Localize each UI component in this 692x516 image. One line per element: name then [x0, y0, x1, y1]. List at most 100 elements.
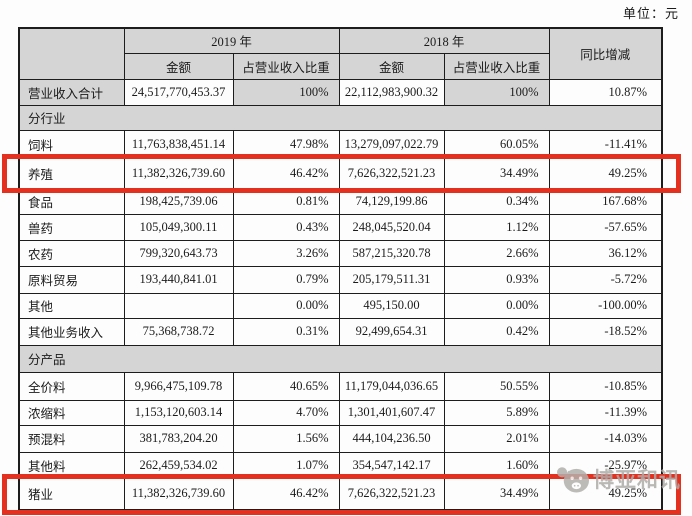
amount-2018: 74,129,199.86	[338, 187, 445, 215]
yoy-value: 49.25%	[548, 157, 663, 189]
amount-header-2019: 金额	[123, 52, 234, 80]
share-2019: 0.43%	[232, 213, 340, 241]
amount-2018: 7,626,322,521.23	[338, 157, 445, 189]
share-2019: 100%	[232, 78, 340, 106]
yoy-value: 10.87%	[548, 78, 663, 106]
row-label: 农药	[18, 239, 125, 267]
amount-2018: 444,104,236.50	[338, 424, 445, 453]
share-2018: 2.66%	[443, 239, 550, 267]
amount-2019: 381,783,204.20	[123, 424, 234, 453]
share-2018: 1.12%	[443, 213, 550, 241]
share-2018: 0.93%	[443, 265, 550, 294]
amount-2018: 205,179,511.31	[338, 265, 445, 294]
amount-2019: 9,966,475,109.78	[123, 371, 234, 401]
row-label: 预混料	[18, 424, 125, 453]
share-2018: 2.01%	[443, 424, 550, 453]
amount-2019: 193,440,841.01	[123, 265, 234, 294]
yoy-value: 167.68%	[548, 187, 663, 215]
row-label: 饲料	[18, 129, 125, 159]
share-2019: 3.26%	[232, 239, 340, 267]
share-2019: 0.81%	[232, 187, 340, 215]
table-row: 养殖 11,382,326,739.60 46.42% 7,626,322,521.2…	[18, 157, 663, 189]
amount-2018: 587,215,320.78	[338, 239, 445, 267]
share-header-2019: 占营业收入比重	[232, 52, 340, 80]
row-label: 猪业	[18, 477, 125, 511]
share-2018: 60.05%	[443, 129, 550, 159]
header-row-subcolumns: 金额 占营业收入比重 金额 占营业收入比重	[19, 52, 662, 80]
amount-2018: 495,150.00	[338, 292, 445, 319]
share-2018: 5.89%	[443, 399, 550, 426]
revenue-breakdown-table: 2019 年 2018 年 同比增减 金额 占营业收入比重 金额 占营业收入比重…	[18, 27, 664, 511]
share-2018: 0.42%	[443, 317, 550, 346]
row-label: 其他料	[18, 451, 125, 479]
amount-2018: 11,179,044,036.65	[338, 371, 445, 401]
yoy-value: -11.41%	[548, 129, 663, 159]
row-label: 全价料	[18, 371, 125, 401]
piglet-face-icon	[557, 467, 589, 493]
amount-2018: 354,547,142.17	[338, 451, 445, 479]
year-2018-header: 2018 年	[338, 27, 550, 54]
share-2018: 50.55%	[443, 371, 550, 401]
share-2018: 100%	[443, 78, 550, 106]
row-label: 营业收入合计	[18, 78, 125, 106]
yoy-header: 同比增减	[548, 27, 663, 80]
row-label: 其他	[18, 292, 125, 319]
share-2019: 0.00%	[232, 292, 340, 319]
table-row: 兽药 105,049,300.11 0.43% 248,045,520.04 1.12%…	[18, 213, 663, 241]
section-label: 分产品	[18, 344, 663, 373]
yoy-value: -11.39%	[548, 399, 663, 426]
table-row: 其他业务收入 75,368,738.72 0.31% 92,499,654.31 0.4…	[18, 317, 663, 346]
watermark-text: 博亚和讯	[593, 469, 681, 492]
amount-2019: 75,368,738.72	[123, 317, 234, 346]
section-label: 分行业	[18, 104, 663, 131]
amount-2019: 262,459,534.02	[123, 451, 234, 479]
row-label: 兽药	[18, 213, 125, 241]
table-row: 猪业 11,382,326,739.60 46.42% 7,626,322,521.2…	[18, 477, 663, 511]
amount-2018: 22,112,983,900.32	[338, 78, 445, 106]
amount-2019: 1,153,120,603.14	[123, 399, 234, 426]
share-header-2018: 占营业收入比重	[443, 52, 550, 80]
row-label: 其他业务收入	[18, 317, 125, 346]
table-row: 营业收入合计 24,517,770,453.37 100% 22,112,983,90…	[18, 78, 663, 106]
table-row: 浓缩料 1,153,120,603.14 4.70% 1,301,401,607.47…	[18, 399, 663, 426]
share-2018: 0.00%	[443, 292, 550, 319]
share-2019: 46.42%	[232, 157, 340, 189]
amount-2018: 13,279,097,022.79	[338, 129, 445, 159]
share-2019: 0.79%	[232, 265, 340, 294]
unit-label: 单位：元	[622, 6, 679, 21]
share-2019: 1.07%	[232, 451, 340, 479]
row-label: 原料贸易	[18, 265, 125, 294]
share-2018: 1.60%	[443, 451, 550, 479]
section-row: 分行业	[18, 104, 663, 131]
yoy-value: -18.52%	[548, 317, 663, 346]
share-2019: 4.70%	[232, 399, 340, 426]
amount-2019: 24,517,770,453.37	[123, 78, 234, 106]
yoy-value: -14.03%	[548, 424, 663, 453]
share-2019: 40.65%	[232, 371, 340, 401]
amount-2019: 105,049,300.11	[123, 213, 234, 241]
table-row: 全价料 9,966,475,109.78 40.65% 11,179,044,036.…	[18, 371, 663, 401]
share-2019: 47.98%	[232, 129, 340, 159]
amount-2019: 11,382,326,739.60	[123, 157, 234, 189]
table-row: 其他 0.00% 495,150.00 0.00% -100.00%	[18, 292, 663, 319]
table-row: 农药 799,320,643.73 3.26% 587,215,320.78 2.66%…	[18, 239, 663, 267]
row-label: 养殖	[18, 157, 125, 189]
section-row: 分产品	[18, 344, 663, 373]
amount-2018: 1,301,401,607.47	[338, 399, 445, 426]
amount-header-2018: 金额	[338, 52, 445, 80]
share-2019: 46.42%	[232, 477, 340, 511]
amount-2019: 11,382,326,739.60	[123, 477, 234, 511]
row-label: 食品	[18, 187, 125, 215]
amount-2018: 7,626,322,521.23	[338, 477, 445, 511]
share-2018: 34.49%	[443, 477, 550, 511]
amount-2018: 248,045,520.04	[338, 213, 445, 241]
yoy-value: -57.65%	[548, 213, 663, 241]
yoy-value: -100.00%	[548, 292, 663, 319]
table-row: 原料贸易 193,440,841.01 0.79% 205,179,511.31 0.9…	[18, 265, 663, 294]
share-2019: 1.56%	[232, 424, 340, 453]
share-2019: 0.31%	[232, 317, 340, 346]
amount-2019: 11,763,838,451.14	[123, 129, 234, 159]
row-label: 浓缩料	[18, 399, 125, 426]
corner-cell	[18, 27, 125, 80]
